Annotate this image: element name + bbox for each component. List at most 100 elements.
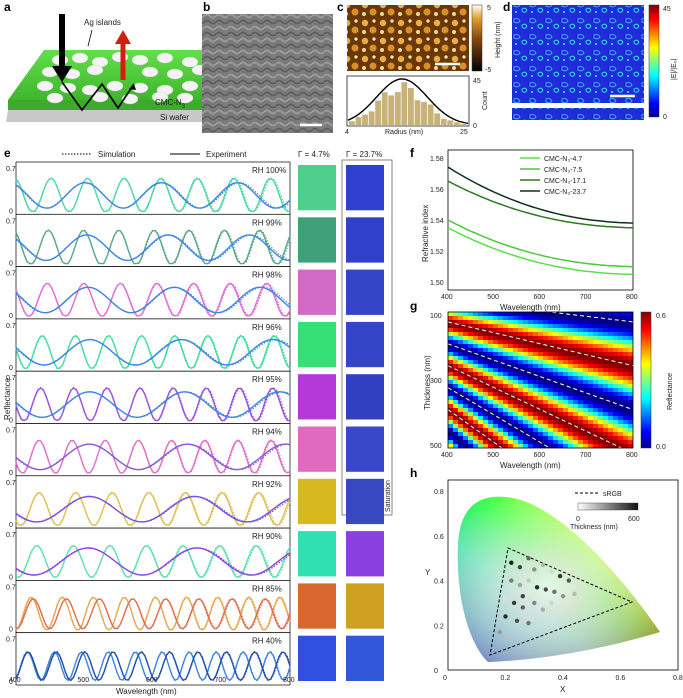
heatmap-cell [498,360,504,365]
heatmap-cell [548,360,554,365]
ag-island [86,64,104,76]
heatmap-cell [453,328,459,333]
heatmap-cell [518,348,524,353]
heatmap-cell [593,404,599,409]
heatmap-cell [533,388,539,393]
heatmap-cell [603,364,609,369]
heatmap-cell [603,392,609,397]
ag-label-leader [87,29,93,47]
heatmap-cell [533,444,539,448]
ag-island [141,66,159,78]
y-tick-07: 0.7 [6,532,16,539]
heatmap-cell [573,404,579,409]
heatmap-cell [573,420,579,425]
heatmap-cell [538,356,544,361]
heatmap-cell [498,444,504,448]
heatmap-cell [593,316,599,321]
light-path-arrowhead [129,84,136,90]
heatmap-cell [598,404,604,409]
heatmap-cell [563,404,569,409]
f-ytick: 1.58 [430,156,444,163]
heatmap-cell [508,320,514,325]
heatmap-cell [543,440,549,445]
heatmap-cell [598,372,604,377]
spectrum-frame [15,213,291,267]
heatmap-cell [533,364,539,369]
heatmap-cell [463,444,469,448]
heatmap-cell [613,428,619,433]
heatmap-cell [518,332,524,337]
heatmap-cell [468,444,474,448]
heatmap-cell [468,384,474,389]
g-ytick: 300 [430,378,442,385]
heatmap-cell [578,324,584,329]
heatmap-cell [618,432,624,437]
heatmap-cell [448,344,454,349]
heatmap-cell [573,316,579,321]
heatmap-cell [608,396,614,401]
heatmap-cell [628,312,633,317]
height-cb-min: -5 [485,67,491,74]
heatmap-cell [608,392,614,397]
heatmap-cell [548,368,554,373]
heatmap-cell [493,384,499,389]
heatmap-cell [613,356,619,361]
heatmap-cell [568,336,574,341]
index-curve [447,227,634,276]
heatmap-cell [538,436,544,441]
heatmap-cell [503,368,509,373]
heatmap-cell [478,352,484,357]
heatmap-cell [473,380,479,385]
reflected-arrowhead [115,30,131,44]
heatmap-cell [593,344,599,349]
spectrum-frame [15,266,291,320]
y-tick-0: 0 [9,365,13,372]
heatmap-cell [493,400,499,405]
heatmap-cell [573,408,579,413]
heatmap-cell [563,444,569,448]
heatmap-cell [613,340,619,345]
heatmap-cell [628,396,633,401]
heatmap-cell [448,328,454,333]
cie-point [534,585,540,590]
heatmap-cell [488,416,494,421]
heatmap-cell [513,428,519,433]
heatmap-cell [453,400,459,405]
heatmap-cell [573,356,579,361]
heatmap-cell [543,344,549,349]
ag-island [36,80,54,92]
heatmap-cell [603,436,609,441]
heatmap-cell [448,356,454,361]
heatmap-cell [458,380,464,385]
thick-max: 600 [628,516,640,523]
heatmap-cell [518,392,524,397]
heatmap-cell [498,420,504,425]
heatmap-cell [488,408,494,413]
heatmap-cell [543,372,549,377]
heatmap-cell [478,336,484,341]
heatmap-cell [628,384,633,389]
heatmap-cell [448,316,454,321]
heatmap-cell [613,412,619,417]
heatmap-cell [458,340,464,345]
heatmap-cell [623,432,629,437]
panel-b-sem: b [202,0,333,133]
heatmap-cell [528,344,534,349]
heatmap-cell [488,412,494,417]
heatmap-cell [458,328,464,333]
heatmap-cell [508,400,514,405]
heatmap-cell [503,376,509,381]
heatmap-cell [483,344,489,349]
heatmap-cell [503,404,509,409]
heatmap-cell [548,396,554,401]
heatmap-cell [573,436,579,441]
heatmap-cell [498,376,504,381]
heatmap-cell [503,364,509,369]
heatmap-cell [493,332,499,337]
heatmap-cell [583,444,589,448]
heatmap-cell [608,412,614,417]
heatmap-cell [538,380,544,385]
swatch-gamma-high [346,426,384,472]
heatmap-cell [598,360,604,365]
